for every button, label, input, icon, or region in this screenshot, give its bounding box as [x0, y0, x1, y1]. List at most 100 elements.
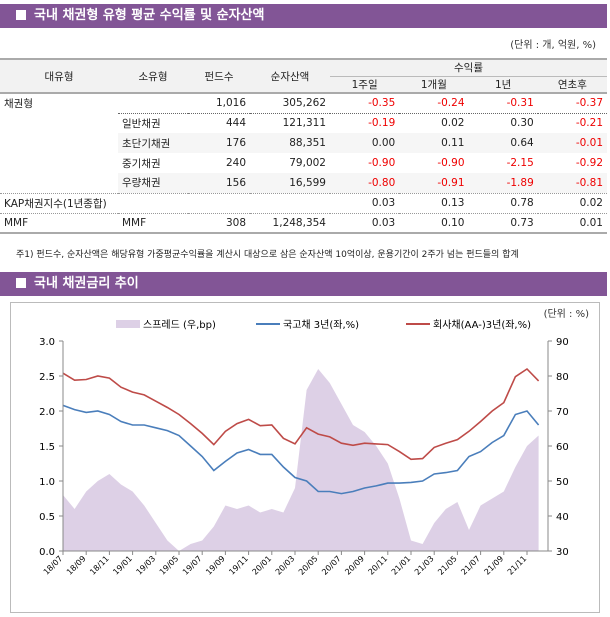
- y-left-tick-label: 2.5: [39, 372, 55, 383]
- cell-assets: [250, 193, 330, 213]
- x-tick-label: 19/01: [111, 554, 134, 577]
- cell-return: 0.13: [441, 197, 465, 209]
- cell-assets: 1,248,354: [272, 216, 326, 229]
- cell-return: 0.11: [399, 133, 469, 153]
- x-tick-label: 21/07: [459, 554, 482, 577]
- rates-chart: (단위 : %) 0.0 0.5 1.0 1.5 2.0 2.5 3.0 30 40 50 60 70 8…: [39, 307, 589, 577]
- cell-funds: 240: [225, 157, 246, 169]
- returns-table: 대유형 소유형 펀드수 순자산액 수익률 1주일 1개월 1년 연초후 채권형 1…: [0, 58, 607, 234]
- cell-return: 0.10: [441, 216, 465, 229]
- y-left-tick-label: 2.0: [39, 407, 55, 418]
- section-title-bar-2: 국내 채권금리 추이: [0, 272, 607, 296]
- col-1y: 1년: [468, 76, 538, 93]
- legend-label: 회사채(AA-)3년(좌,%): [433, 319, 531, 331]
- treasury-3y-line: [62, 404, 540, 495]
- x-tick-label: 21/05: [436, 554, 459, 577]
- col-funds: 펀드수: [188, 59, 250, 93]
- cell-return: 0.02: [399, 112, 469, 133]
- y-right-tick-label: 70: [556, 407, 569, 418]
- table-row: MMF MMF 308 1,248,354 0.03 0.10 0.73 0.01: [0, 213, 607, 233]
- y-left-tick-label: 1.0: [39, 477, 55, 488]
- cell-return: -0.80: [330, 173, 400, 193]
- cell-return: -1.89: [468, 173, 538, 193]
- x-tick-label: 21/01: [390, 554, 413, 577]
- spread-area: [63, 369, 539, 551]
- cell-return: -2.15: [506, 157, 534, 169]
- table-row: 중기채권 240 79,002 -0.90 -0.90 -2.15 -0.92: [0, 153, 607, 173]
- cell-major: MMF: [4, 216, 29, 229]
- x-tick-label: 19/11: [227, 554, 250, 577]
- cell-return: -0.31: [506, 97, 534, 110]
- cell-return: -0.81: [537, 173, 607, 193]
- cell-assets: 16,599: [250, 173, 330, 193]
- y-right-tick-label: 90: [556, 337, 569, 348]
- col-assets: 순자산액: [250, 59, 330, 93]
- y-left-tick-label: 1.5: [39, 442, 55, 453]
- y-right-tick-label: 60: [556, 442, 569, 453]
- cell-return: 0.73: [510, 216, 534, 229]
- x-tick-label: 18/11: [88, 554, 111, 577]
- cell-return: -0.21: [537, 112, 607, 133]
- chart-container: (단위 : %) 0.0 0.5 1.0 1.5 2.0 2.5 3.0 30 40 50 60 70 8…: [10, 302, 600, 613]
- cell-return: -0.90: [368, 157, 396, 169]
- cell-return: 0.64: [468, 133, 538, 153]
- table-row: 채권형 1,016 305,262 -0.35 -0.24 -0.31 -0.37: [0, 93, 607, 113]
- x-tick-label: 19/09: [204, 554, 227, 577]
- y-left-tick-label: 3.0: [39, 337, 55, 348]
- x-tick-label: 20/05: [297, 554, 320, 577]
- y-right-tick-label: 40: [556, 512, 569, 523]
- cell-return: 0.78: [510, 197, 534, 209]
- cell-minor: [118, 193, 188, 213]
- section-title-2: 국내 채권금리 추이: [34, 276, 139, 291]
- cell-minor: 일반채권: [118, 112, 188, 133]
- square-bullet-icon: [16, 10, 26, 20]
- x-tick-label: 20/07: [320, 554, 343, 577]
- cell-minor: 초단기채권: [118, 133, 188, 153]
- cell-return: -0.01: [537, 133, 607, 153]
- x-tick-label: 19/05: [158, 554, 181, 577]
- y-right-tick-label: 80: [556, 372, 569, 383]
- x-tick-label: 21/11: [506, 554, 529, 577]
- x-tick-label: 20/11: [367, 554, 390, 577]
- table-row: 일반채권 444 121,311 -0.19 0.02 0.30 -0.21: [0, 112, 607, 133]
- col-1w: 1주일: [330, 76, 400, 93]
- cell-minor: MMF: [122, 216, 147, 229]
- x-tick-label: 20/01: [251, 554, 274, 577]
- cell-return: -0.37: [575, 97, 603, 110]
- cell-minor: [118, 93, 188, 113]
- cell-assets: 121,311: [250, 112, 330, 133]
- cell-return: 0.03: [371, 197, 396, 209]
- x-tick-label: 20/09: [343, 554, 366, 577]
- legend-swatch-spread: [116, 320, 140, 328]
- col-minor: 소유형: [118, 59, 188, 93]
- cell-return: 0.03: [371, 216, 396, 229]
- table-row: KAP채권지수(1년종합) 0.03 0.13 0.78 0.02: [0, 193, 607, 213]
- col-returns: 수익률: [330, 59, 607, 77]
- cell-major: 채권형: [4, 98, 33, 110]
- cell-major: [0, 113, 118, 133]
- cell-minor: 우량채권: [118, 173, 188, 193]
- cell-major: [0, 153, 118, 173]
- cell-funds: [188, 193, 250, 213]
- section-title: 국내 채권형 유형 평균 수익률 및 순자산액: [34, 8, 265, 23]
- cell-return: 0.00: [330, 133, 400, 153]
- cell-funds: 308: [225, 216, 246, 229]
- footnote: 주1) 펀드수, 순자산액은 해당유형 가중평균수익률을 계산시 대상으로 삼은…: [16, 250, 519, 260]
- y-left-tick-label: 0.5: [39, 512, 55, 523]
- x-tick-label: 21/03: [413, 554, 436, 577]
- cell-major: [0, 133, 118, 153]
- cell-assets: 79,002: [289, 157, 326, 169]
- table-row: 초단기채권 176 88,351 0.00 0.11 0.64 -0.01: [0, 133, 607, 153]
- cell-major: KAP채권지수(1년종합): [4, 197, 107, 210]
- corporate-aa-3y-line: [62, 367, 540, 461]
- cell-funds: 1,016: [215, 97, 246, 110]
- y-right-tick-label: 30: [556, 547, 569, 558]
- table-row: 우량채권 156 16,599 -0.80 -0.91 -1.89 -0.81: [0, 173, 607, 193]
- x-tick-label: 21/09: [483, 554, 506, 577]
- legend-label: 국고채 3년(좌,%): [283, 319, 359, 331]
- cell-return: -0.90: [437, 157, 465, 169]
- section-title-bar: 국내 채권형 유형 평균 수익률 및 순자산액: [0, 4, 607, 28]
- unit-label: (단위 : 개, 억원, %): [510, 40, 596, 51]
- y-left-tick-label: 0.0: [39, 547, 55, 558]
- x-tick-label: 18/09: [65, 554, 88, 577]
